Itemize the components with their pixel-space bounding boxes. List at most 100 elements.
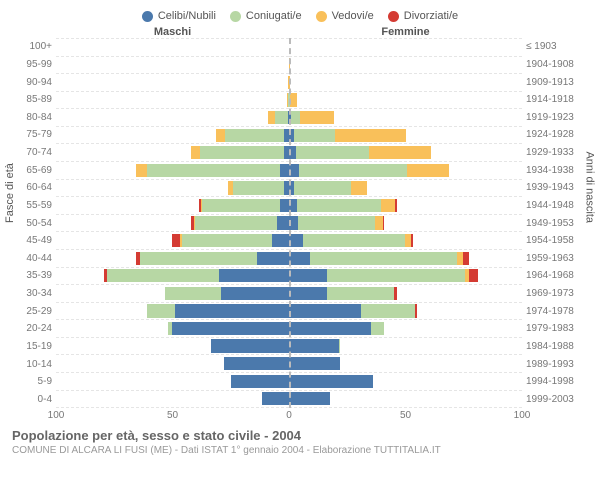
pyramid-bar [107,304,289,317]
pyramid-bar [289,216,438,229]
pyramid-bar [289,339,399,352]
bar-segment [298,216,376,229]
pyramid-row [289,144,522,162]
bar-segment [216,129,225,142]
age-label: 20-24 [8,320,56,338]
bar-segment [294,181,351,194]
pyramid-bar [210,392,289,405]
pyramid-bar [82,269,289,282]
birth-year-labels: ≤ 19031904-19081909-19131914-19181919-19… [522,38,592,408]
birthyear-label: 1959-1963 [522,250,592,268]
bar-segment [375,216,382,229]
pyramid-row [289,180,522,198]
pyramid-row [56,180,289,198]
bar-segment [195,216,277,229]
legend: Celibi/NubiliConiugati/eVedovi/eDivorzia… [8,6,592,26]
bar-segment [221,287,289,300]
caption: Popolazione per età, sesso e stato civil… [8,428,592,456]
bar-segment [175,304,289,317]
pyramid-bar [173,375,290,388]
bar-segment [289,269,327,282]
pyramid-bar [219,111,289,124]
pyramid-row [56,215,289,233]
bar-segment [415,304,417,317]
bar-segment [231,375,289,388]
population-pyramid-chart: Celibi/NubiliConiugati/eVedovi/eDivorzia… [0,0,600,500]
bar-segment [289,252,310,265]
bar-segment [296,146,369,159]
pyramid-bar [159,129,289,142]
pyramid-row [56,57,289,75]
age-label: 95-99 [8,56,56,74]
age-label: 40-44 [8,250,56,268]
bar-segment [381,199,395,212]
bar-segment [268,111,275,124]
bar-segment [219,269,290,282]
female-side [289,38,522,408]
birthyear-label: 1994-1998 [522,373,592,391]
pyramid-row [289,38,522,57]
caption-subtitle: COMUNE DI ALCARA LI FUSI (ME) - Dati IST… [12,445,592,456]
pyramid-bar [289,234,459,247]
pyramid-row [289,338,522,356]
pyramid-row [289,373,522,391]
pyramid-row [56,74,289,92]
age-label: 30-34 [8,285,56,303]
pyramid-row [56,303,289,321]
pyramid-row [289,232,522,250]
birthyear-label: 1929-1933 [522,144,592,162]
pyramid-row [289,197,522,215]
bar-segment [327,269,465,282]
pyramid-bar [289,146,471,159]
birthyear-label: 1924-1928 [522,126,592,144]
age-group-labels: 100+95-9990-9485-8980-8475-7970-7465-696… [8,38,56,408]
caption-title: Popolazione per età, sesso e stato civil… [12,428,592,443]
bar-segment [310,252,458,265]
pyramid-bar [289,76,305,89]
pyramid-bar [138,146,289,159]
pyramid-bar [154,339,289,352]
pyramid-row [56,127,289,145]
pyramid-row [289,391,522,409]
age-label: 45-49 [8,232,56,250]
bar-segment [262,392,289,405]
age-label: 5-9 [8,373,56,391]
bar-segment [299,164,407,177]
age-label: 100+ [8,38,56,56]
pyramid-bar [145,199,289,212]
age-label: 0-4 [8,391,56,409]
bar-segment [361,304,414,317]
pyramid-row [289,303,522,321]
birthyear-label: 1974-1978 [522,302,592,320]
pyramid-bar [289,322,438,335]
x-tick: 50 [167,410,178,421]
legend-swatch [316,11,327,22]
pyramid-row [56,92,289,110]
age-label: 80-84 [8,109,56,127]
bar-segment [291,111,300,124]
y-axis-label-left: Fasce di età [4,163,16,223]
age-label: 75-79 [8,126,56,144]
x-axis-ticks: 10050050100 [56,410,522,422]
pyramid-bar [100,164,289,177]
bar-segment [224,357,289,370]
bar-segment [294,129,335,142]
pyramid-bar [289,304,461,317]
pyramid-row [56,232,289,250]
bar-segment [280,199,289,212]
pyramid-row [56,109,289,127]
birthyear-label: 1909-1913 [522,73,592,91]
pyramid-row [289,127,522,145]
pyramid-bar [166,357,289,370]
bar-segment [463,252,469,265]
bar-segment [395,199,397,212]
pyramid-row [56,285,289,303]
bar-segment [140,252,257,265]
bar-segment [405,234,412,247]
birthyear-label: 1979-1983 [522,320,592,338]
bar-segment [290,93,296,106]
bar-segment [257,252,289,265]
bars-area [56,38,522,408]
bar-segment [272,234,289,247]
pyramid-row [56,355,289,373]
